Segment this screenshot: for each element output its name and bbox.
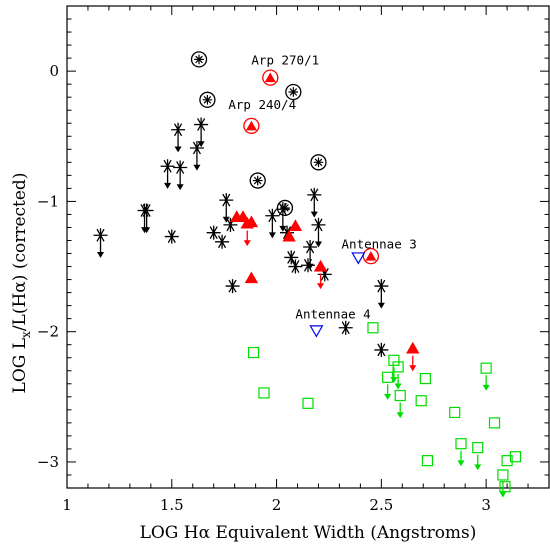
data-point-circled-asterisk [190,51,208,68]
annotation-label: Antennae 3 [342,236,417,251]
data-point-open-square [455,438,467,467]
data-point-filled-triangle [282,229,296,242]
data-point-asterisk [93,228,108,258]
x-tick-label: 2.5 [369,496,393,514]
data-point-asterisk [171,122,186,153]
data-point-open-square [394,389,406,419]
y-tick-label: −3 [37,453,59,471]
data-point-open-square [499,481,511,493]
y-axis-title: LOG Lx/L(Hα) (corrected) [10,173,33,394]
data-point-asterisk [194,117,209,148]
data-point-circled-asterisk [199,91,216,108]
data-point-open-square [382,371,394,400]
data-point-asterisk [280,225,295,240]
data-point-open-square [421,455,434,467]
annotations: Arp 270/1 Arp 240/4 Antennae 3 Antennae 4 [228,53,416,322]
data-point-asterisk [284,250,299,265]
data-point-open-square [509,451,522,463]
data-point-open-square [501,455,513,467]
data-point-open-square [247,346,260,359]
x-tick-label: 1.5 [160,496,184,514]
data-point-open-square [302,397,314,409]
data-point-asterisk [374,279,389,309]
data-point-open-square [367,322,379,334]
data-point-open-square [388,354,400,383]
axes: 1 1.5 2 2.5 3 0 −1 −2 −3 [37,5,550,514]
data-point-open-square [488,417,501,429]
data-point-asterisk [160,159,175,189]
data-point-asterisk [303,240,318,270]
data-point-open-triangle-down [309,325,324,338]
x-axis-title: LOG Hα Equivalent Width (Angstroms) [140,523,477,543]
data-point-open-square [419,372,431,385]
data-point-asterisk [311,217,326,248]
y-tick-label: −1 [37,192,59,210]
data-point-circled-asterisk [249,172,266,189]
plot-frame [66,5,550,489]
data-point-filled-triangle [244,271,259,284]
data-point-asterisk [317,267,332,282]
annotation-label: Arp 270/1 [251,53,319,68]
data-point-open-square [480,362,492,391]
y-axis-title-main: LOG L [10,338,30,394]
data-marks [93,51,522,498]
y-axis-title-sub: x [19,331,33,338]
data-point-asterisk [219,193,234,223]
data-point-asterisk [189,140,204,171]
y-tick-label: −2 [37,323,59,341]
data-point-filled-triangle [288,219,303,232]
annotation-label: Arp 240/4 [228,97,296,112]
x-tick-label: 3 [481,496,491,514]
data-point-open-square [392,361,404,390]
data-point-asterisk [288,259,303,274]
data-point-asterisk [265,208,280,239]
data-point-open-square [258,387,270,399]
y-tick-label: 0 [49,62,59,80]
data-point-open-square [472,442,484,471]
data-point-circled-asterisk [285,83,302,101]
data-point-asterisk [164,229,179,244]
data-point-circled-asterisk [310,154,327,171]
data-point-circled-filled-triangle [362,247,380,265]
data-point-asterisk [374,342,389,357]
annotation-label: Antennae 4 [295,307,370,322]
data-point-asterisk [223,217,238,232]
data-point-filled-triangle [244,215,259,228]
data-point-asterisk [206,225,221,240]
y-axis-title-tail: /L(Hα) (corrected) [10,173,30,332]
x-tick-label: 2 [272,496,282,514]
data-point-asterisk [139,203,154,234]
data-point-circled-filled-triangle [243,117,260,134]
data-point-filled-triangle [406,341,420,372]
data-point-asterisk [215,234,230,249]
data-point-circled-asterisk [276,199,294,217]
x-tick-label: 1 [62,496,72,514]
data-point-open-triangle-down [351,252,366,265]
data-point-circled-filled-triangle [262,69,279,86]
data-point-asterisk [173,160,188,191]
data-point-asterisk [307,187,322,218]
data-point-filled-triangle [313,259,328,290]
data-point-open-square [415,395,427,407]
data-point-asterisk [338,320,353,335]
data-point-open-square [449,406,461,419]
data-point-asterisk [225,279,240,294]
